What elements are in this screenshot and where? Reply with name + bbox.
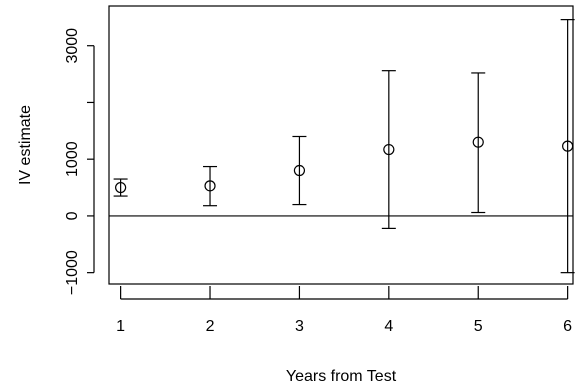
data-point [204, 180, 216, 192]
x-axis-title: Years from Test [286, 368, 397, 385]
x-tick-label: 6 [563, 318, 572, 335]
x-tick-label: 4 [384, 318, 393, 335]
x-tick-label: 2 [206, 318, 215, 335]
y-tick-label: 0 [64, 211, 81, 220]
y-axis-title: IV estimate [17, 105, 34, 185]
x-tick-label: 3 [295, 318, 304, 335]
y-tick-label: 1000 [64, 141, 81, 177]
x-tick-label: 5 [474, 318, 483, 335]
y-tick-label: 3000 [64, 28, 81, 64]
y-tick-label: −1000 [64, 250, 81, 295]
data-point [293, 164, 306, 177]
x-axis: 1 2 3 4 5 6 [116, 286, 572, 335]
x-tick-label: 1 [116, 318, 125, 335]
data-point [562, 140, 574, 152]
y-axis: −1000 0 1000 3000 [64, 28, 95, 295]
data-point [472, 136, 484, 148]
data-point [383, 143, 395, 156]
iv-estimate-series [113, 19, 575, 274]
data-point [115, 181, 127, 194]
plot-box [108, 5, 574, 285]
